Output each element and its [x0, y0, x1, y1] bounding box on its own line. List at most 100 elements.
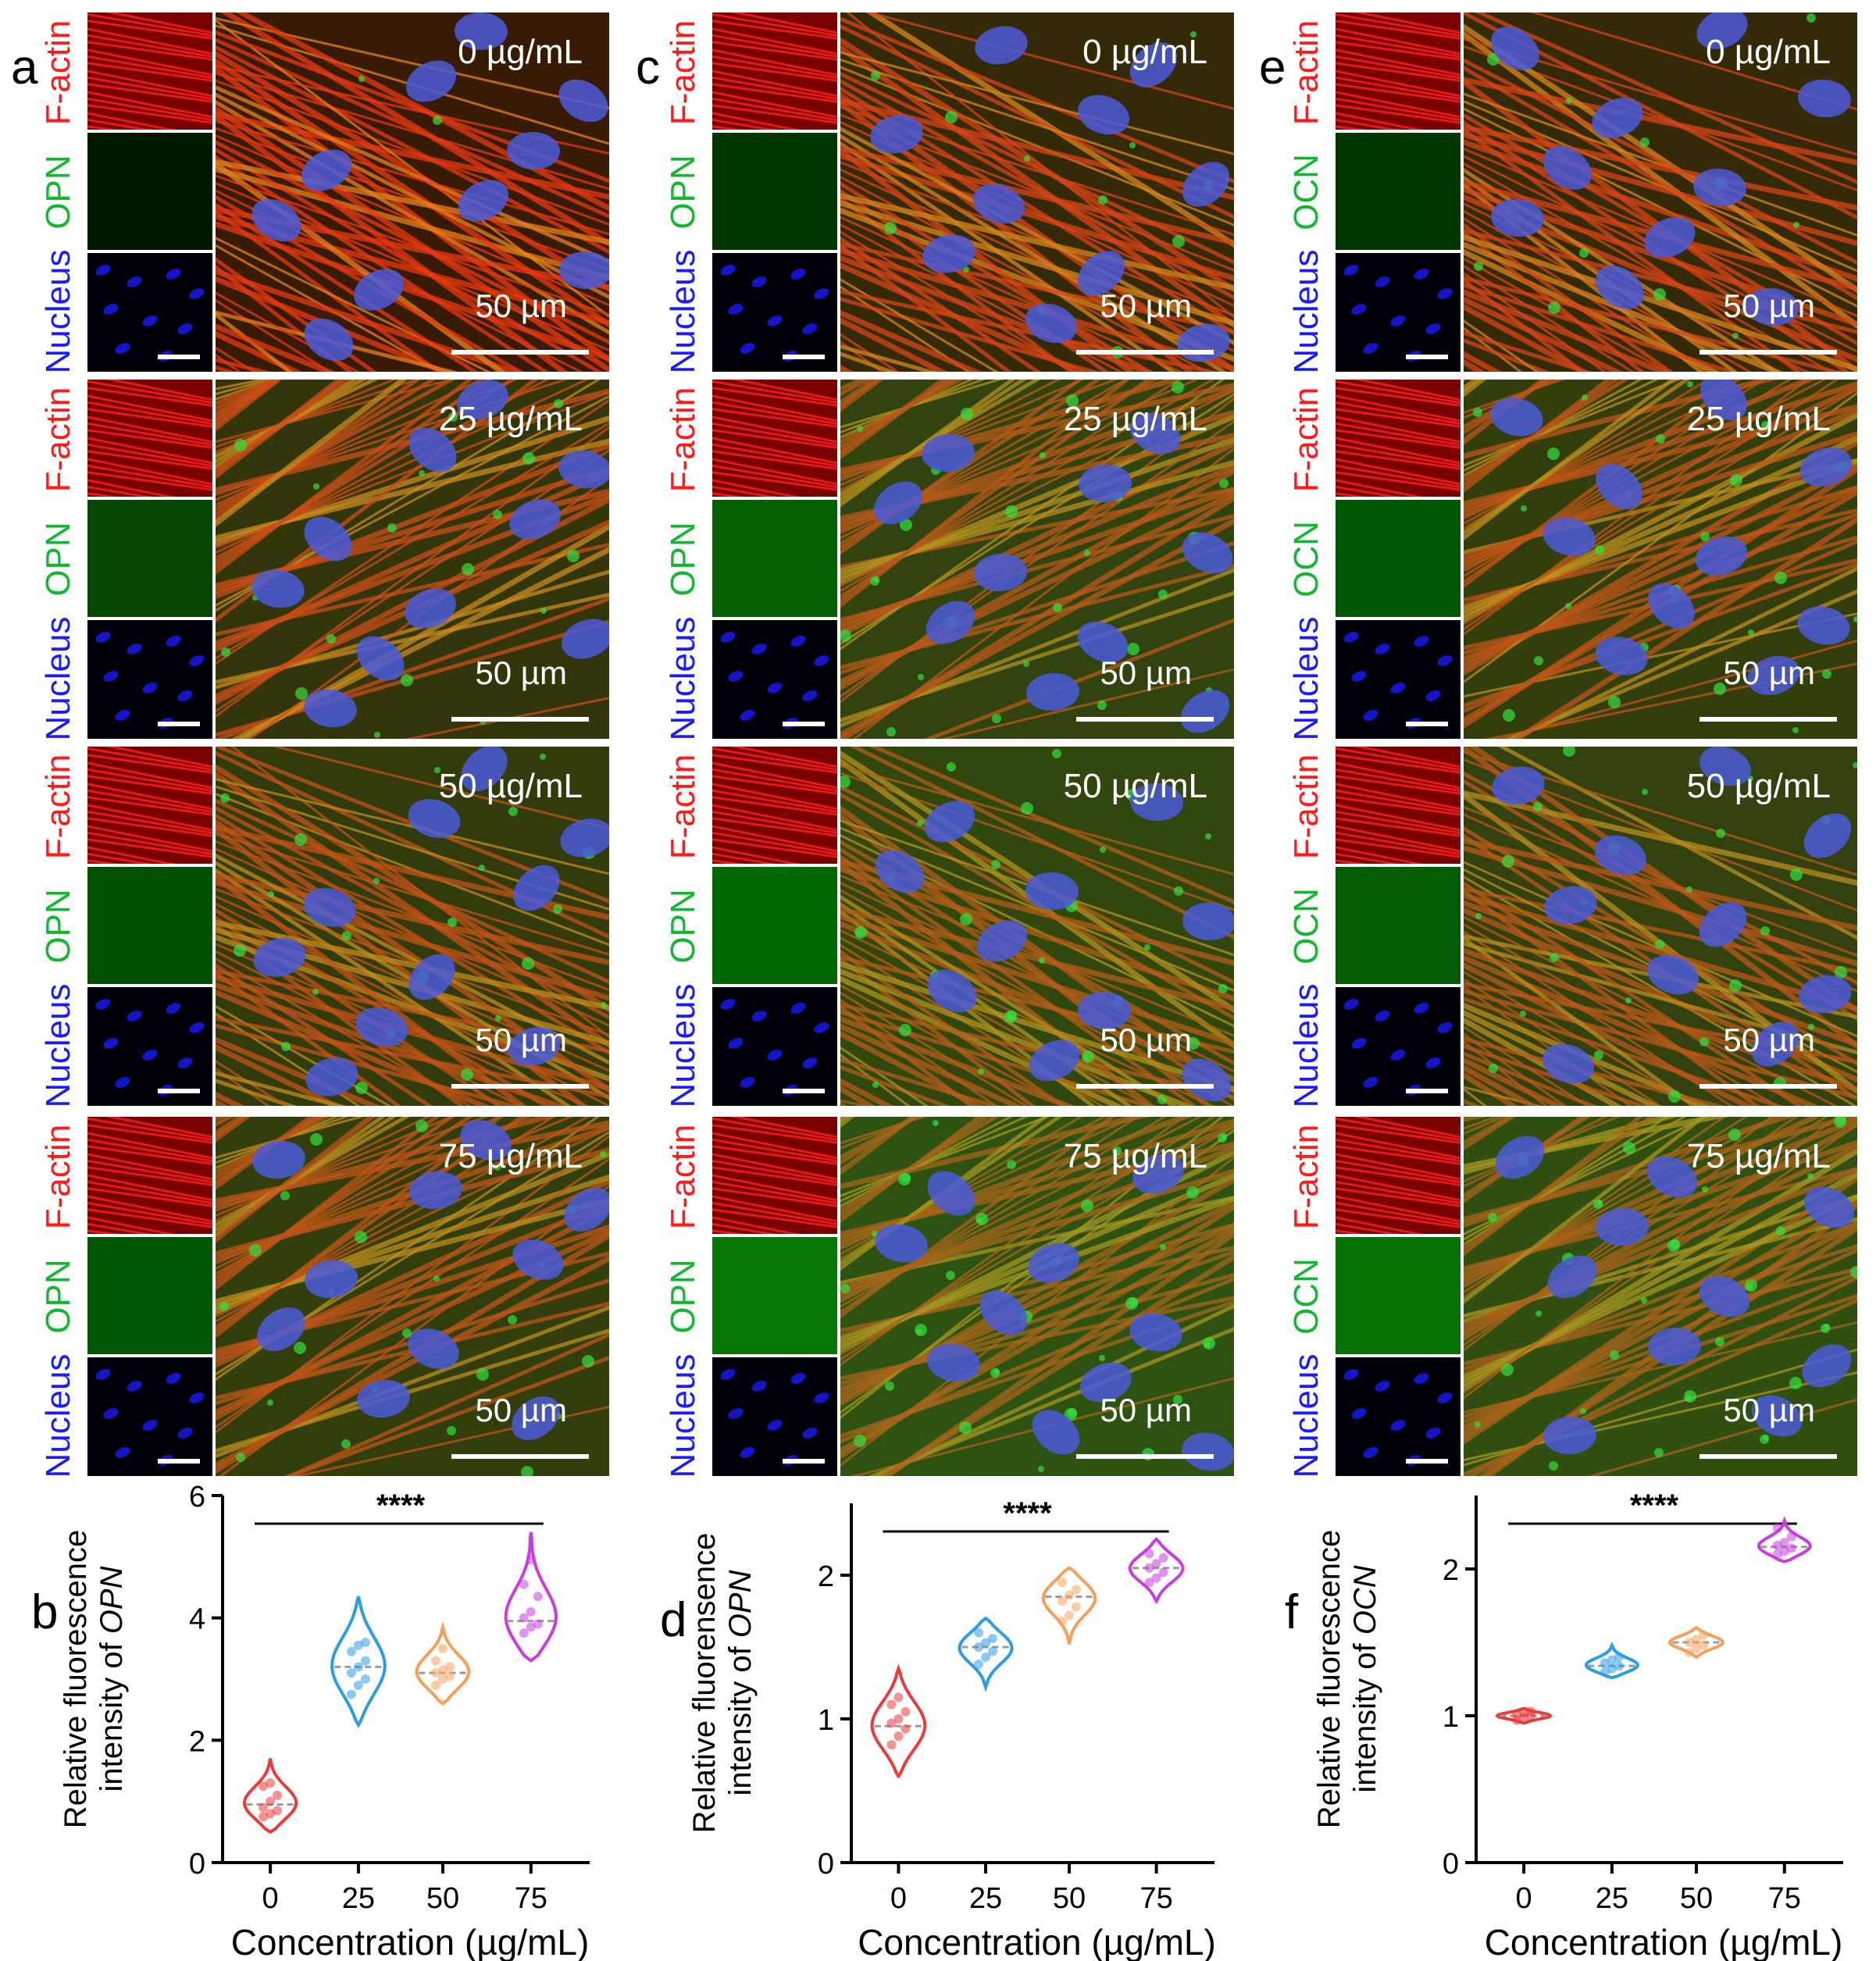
data-point-50	[1699, 1640, 1708, 1650]
x-tick-label: 0	[890, 1882, 907, 1915]
stain-label-protein: OCN	[1287, 154, 1325, 230]
scale-bar-label: 50 µm	[1723, 1392, 1815, 1428]
merged-image-svg	[840, 380, 1234, 739]
channel-tiles-svg	[1319, 1107, 1477, 1476]
data-point-25	[353, 1662, 363, 1672]
protein-tile	[712, 133, 837, 250]
actin-fibers	[840, 1117, 1234, 1476]
channel-tiles	[696, 3, 854, 372]
scale-bar	[451, 350, 589, 355]
data-point-25	[360, 1674, 370, 1684]
data-point-25	[1600, 1667, 1610, 1677]
image-row: F-actin OCN Nucleus 0 µg/mL 50 µm	[1248, 3, 1865, 374]
factin-tile	[696, 3, 854, 185]
nuclei	[252, 1120, 609, 1441]
concentration-label: 25 µg/mL	[1063, 400, 1207, 438]
data-point-0	[273, 1806, 283, 1816]
stain-label-nucleus: Nucleus	[39, 1353, 77, 1478]
nucleus-tile	[87, 253, 212, 372]
data-point-0	[901, 1706, 911, 1717]
y-tick-label: 6	[189, 1481, 205, 1514]
y-tick-label: 0	[818, 1848, 834, 1881]
merged-image: 50 µg/mL 50 µm	[216, 747, 609, 1106]
violin-50	[1667, 1625, 1725, 1660]
channel-tiles	[1319, 737, 1477, 1106]
significance-label: ****	[376, 1489, 426, 1523]
x-tick-label: 50	[1053, 1882, 1086, 1915]
concentration-label: 50 µg/mL	[1063, 767, 1207, 805]
data-point-25	[1614, 1652, 1624, 1662]
image-row: F-actin OPN Nucleus 50 µg/mL 50 µm	[0, 737, 617, 1108]
concentration-label: 75 µg/mL	[1063, 1137, 1207, 1175]
data-point-75	[526, 1622, 536, 1632]
data-point-75	[526, 1555, 536, 1565]
concentration-label: 0 µg/mL	[1082, 33, 1207, 71]
scale-bar-label: 50 µm	[1723, 287, 1815, 324]
nucleus-tile	[712, 987, 837, 1106]
nucleus-tile	[1336, 253, 1460, 372]
data-point-50	[1685, 1638, 1694, 1647]
channel-tiles-svg	[71, 3, 229, 372]
scale-bar-label: 50 µm	[475, 287, 567, 324]
stain-label-protein: OCN	[1287, 888, 1325, 964]
scale-bar-label: 50 µm	[475, 1022, 567, 1058]
stain-label-nucleus: Nucleus	[39, 249, 77, 374]
data-point-0	[259, 1812, 269, 1822]
stain-label-factin: F-actin	[1287, 1124, 1325, 1229]
scale-bar	[451, 1454, 589, 1459]
stain-label-factin: F-actin	[664, 20, 702, 125]
channel-tiles	[71, 370, 229, 739]
scale-bar	[1699, 350, 1837, 355]
merged-image-svg	[216, 12, 609, 372]
merged-image: 75 µg/mL 50 µm	[1464, 1117, 1857, 1476]
protein-tile	[1336, 867, 1460, 984]
image-row: F-actin OCN Nucleus 75 µg/mL 50 µm	[1248, 1107, 1865, 1478]
mini-scale-bar	[1406, 1089, 1448, 1093]
data-point-50	[1057, 1596, 1067, 1606]
nuclei	[1495, 1136, 1855, 1455]
data-point-25	[974, 1628, 984, 1638]
channel-tiles-svg	[1319, 370, 1477, 739]
merged-image-svg	[840, 12, 1234, 372]
mini-scale-bar	[1406, 355, 1448, 359]
stain-label-protein: OPN	[39, 1259, 77, 1334]
scale-bar-label: 50 µm	[475, 1392, 567, 1428]
data-point-0	[259, 1781, 269, 1792]
channel-tiles	[696, 737, 854, 1106]
data-point-0	[893, 1714, 904, 1724]
nuclei	[875, 1153, 1234, 1471]
x-tick-label: 0	[1516, 1882, 1532, 1915]
mini-scale-bar	[158, 722, 200, 726]
x-tick-label: 0	[262, 1882, 279, 1915]
stain-label-nucleus: Nucleus	[1287, 983, 1325, 1108]
x-tick-label: 75	[515, 1882, 547, 1915]
scale-bar	[1076, 1454, 1214, 1459]
channel-tiles-svg	[1319, 3, 1477, 372]
data-point-0	[1526, 1711, 1536, 1720]
x-tick-label: 50	[426, 1882, 459, 1915]
nucleus-tile	[87, 1357, 212, 1476]
data-point-25	[1600, 1658, 1610, 1668]
panel-letter: b	[31, 1585, 58, 1639]
mini-scale-bar	[783, 1459, 825, 1464]
channel-tiles-svg	[696, 1107, 854, 1476]
stain-label-nucleus: Nucleus	[664, 249, 702, 374]
violin-25	[1584, 1642, 1640, 1680]
merged-image: 25 µg/mL 50 µm	[1464, 380, 1857, 739]
stain-label-factin: F-actin	[39, 20, 77, 125]
data-point-50	[1699, 1630, 1708, 1640]
data-point-75	[1772, 1549, 1782, 1560]
x-axis-label: Concentration (µg/mL)	[231, 1922, 590, 1961]
data-point-50	[431, 1680, 440, 1690]
data-point-0	[886, 1699, 897, 1710]
stain-label-factin: F-actin	[39, 387, 77, 492]
panel-letter: d	[660, 1593, 687, 1647]
data-point-0	[893, 1731, 904, 1742]
scale-bar-label: 50 µm	[1100, 1392, 1192, 1428]
data-point-0	[1519, 1712, 1529, 1722]
image-column-a: a F-actin OPN Nucleus 0 µg/mL 50 µm F-actin OPN…	[0, 0, 617, 1484]
data-point-75	[519, 1613, 529, 1623]
merged-image: 25 µg/mL 50 µm	[216, 380, 609, 739]
merged-image-svg	[216, 380, 609, 739]
channel-tiles-svg	[696, 3, 854, 372]
